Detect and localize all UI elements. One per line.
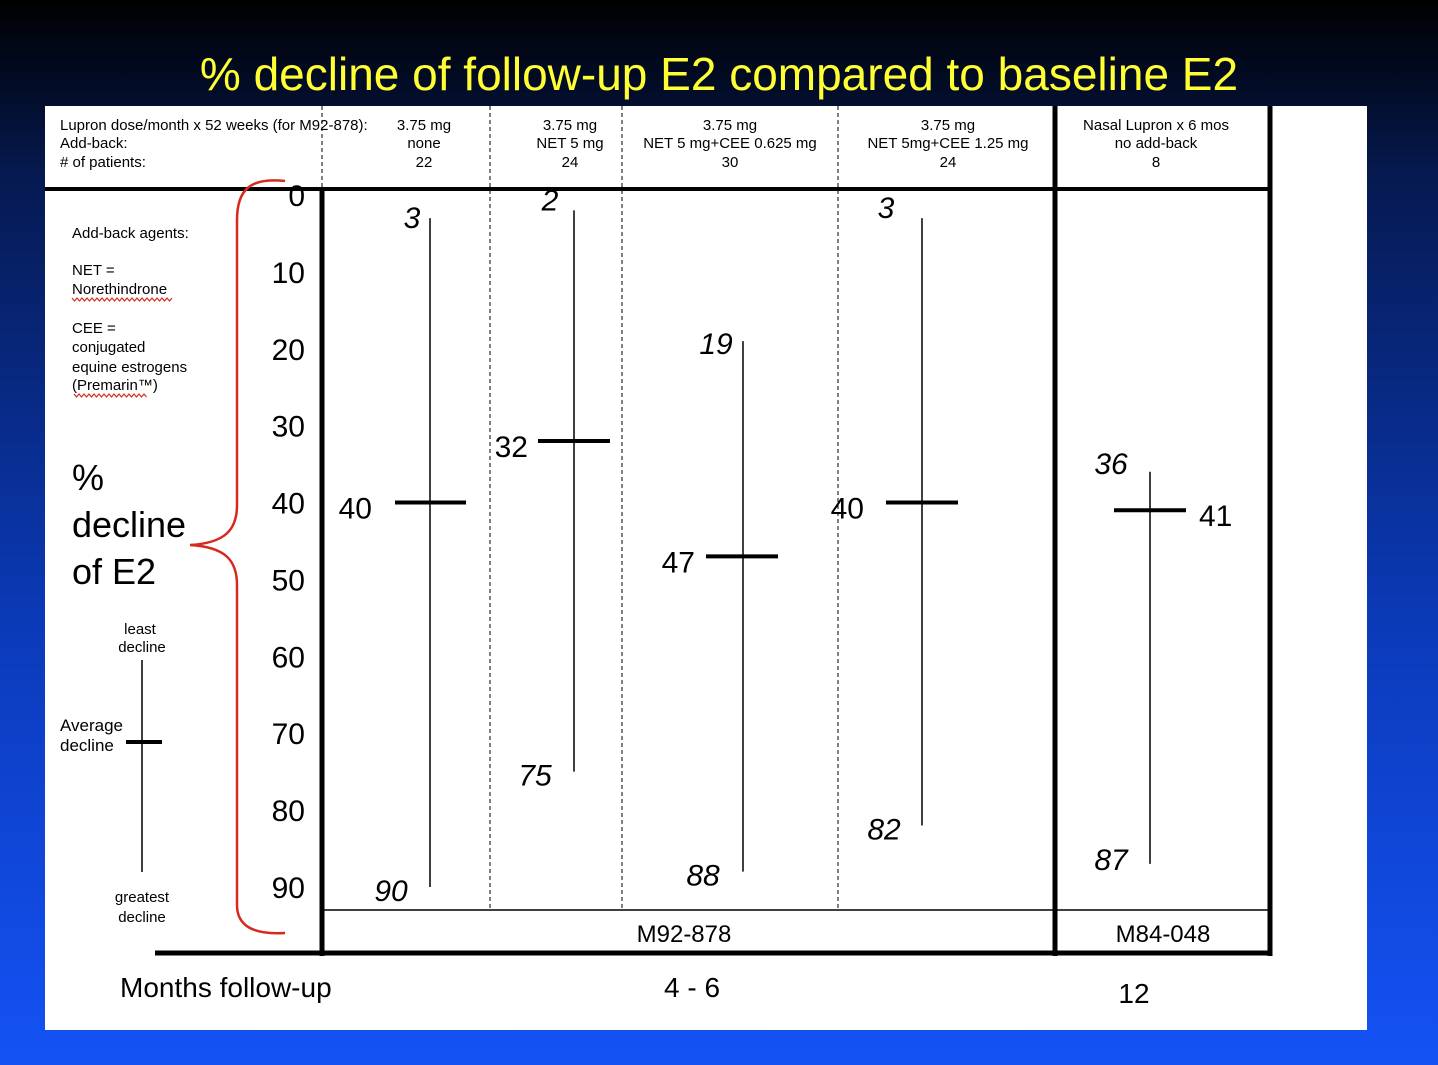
- group-patients: 22: [416, 154, 433, 171]
- key-least-2: decline: [118, 639, 166, 656]
- mean-label: 40: [831, 493, 864, 526]
- y-tick-label: 30: [272, 411, 305, 444]
- chart-panel: [45, 106, 1367, 1030]
- header-row-dose: Lupron dose/month x 52 weeks (for M92-87…: [60, 117, 368, 134]
- months-label: Months follow-up: [120, 972, 332, 1003]
- min-label: 3: [404, 202, 421, 235]
- group-addback: NET 5 mg: [536, 135, 603, 152]
- axis-title-1: %: [72, 457, 104, 498]
- min-label: 2: [541, 184, 559, 217]
- max-label: 82: [867, 813, 901, 846]
- group-dose: 3.75 mg: [397, 117, 451, 134]
- y-tick-label: 20: [272, 334, 305, 367]
- group-dose: 3.75 mg: [703, 117, 757, 134]
- y-tick-label: 0: [288, 180, 305, 213]
- axis-title-3: of E2: [72, 551, 156, 592]
- y-tick-label: 80: [272, 795, 305, 828]
- key-greatest-2: decline: [118, 909, 166, 926]
- y-tick-label: 10: [272, 257, 305, 290]
- net-line-2: Norethindrone: [72, 281, 167, 298]
- mean-label: 47: [662, 546, 695, 579]
- min-label: 36: [1094, 448, 1128, 481]
- header-row-patients: # of patients:: [60, 154, 146, 171]
- group-addback: NET 5 mg+CEE 0.625 mg: [643, 135, 817, 152]
- group-patients: 24: [940, 154, 957, 171]
- group-dose: Nasal Lupron x 6 mos: [1083, 117, 1229, 134]
- months-value-a: 4 - 6: [664, 972, 720, 1003]
- min-label: 19: [699, 328, 733, 361]
- slide-title: % decline of follow-up E2 compared to ba…: [199, 48, 1239, 100]
- cee-line-3: equine estrogens: [72, 359, 187, 376]
- group-addback: NET 5mg+CEE 1.25 mg: [867, 135, 1028, 152]
- y-tick-label: 70: [272, 718, 305, 751]
- months-value-b: 12: [1118, 978, 1149, 1009]
- spellcheck-squiggle: [73, 393, 147, 398]
- axis-title-2: decline: [72, 504, 186, 545]
- net-line-1: NET =: [72, 262, 115, 279]
- group-dose: 3.75 mg: [921, 117, 975, 134]
- axis-brace: [189, 179, 286, 935]
- study-label-a: M92-878: [637, 921, 732, 948]
- max-label: 90: [374, 875, 408, 908]
- cee-line-1: CEE =: [72, 320, 116, 337]
- y-tick-label: 90: [272, 872, 305, 905]
- header-row-addback: Add-back:: [60, 135, 128, 152]
- group-addback: none: [407, 135, 440, 152]
- key-average-2: decline: [60, 736, 114, 755]
- key-greatest-1: greatest: [115, 889, 170, 906]
- max-label: 75: [518, 760, 552, 793]
- group-patients: 8: [1152, 154, 1160, 171]
- key-average-1: Average: [60, 716, 123, 735]
- group-patients: 30: [722, 154, 739, 171]
- group-addback: no add-back: [1115, 135, 1198, 152]
- min-label: 3: [878, 192, 895, 225]
- mean-label: 41: [1199, 500, 1232, 533]
- y-tick-label: 60: [272, 641, 305, 674]
- spellcheck-squiggle: [71, 297, 173, 302]
- mean-label: 40: [339, 493, 372, 526]
- y-tick-label: 50: [272, 564, 305, 597]
- cee-line-4: (Premarin™): [72, 377, 158, 394]
- addback-heading: Add-back agents:: [72, 225, 189, 242]
- key-least-1: least: [124, 621, 157, 638]
- cee-line-2: conjugated: [72, 339, 145, 356]
- max-label: 87: [1094, 844, 1129, 877]
- study-label-b: M84-048: [1116, 921, 1211, 948]
- group-patients: 24: [562, 154, 579, 171]
- mean-label: 32: [495, 431, 528, 464]
- max-label: 88: [686, 860, 720, 893]
- group-dose: 3.75 mg: [543, 117, 597, 134]
- y-tick-label: 40: [272, 488, 305, 521]
- table-lines: [45, 106, 1273, 956]
